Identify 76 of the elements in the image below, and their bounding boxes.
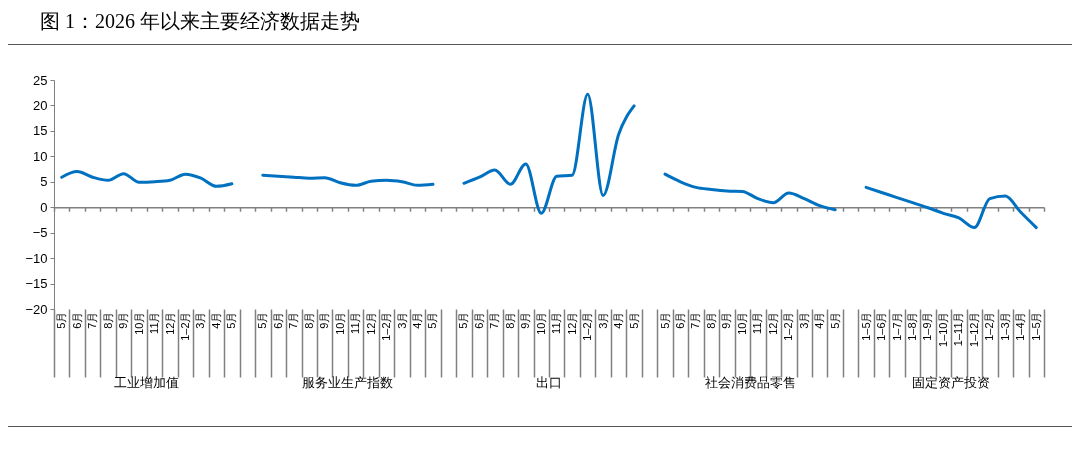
x-tick-label: 3月 bbox=[797, 311, 810, 329]
x-tick-label: 1–2月 bbox=[380, 311, 393, 341]
x-tick-label: 9月 bbox=[519, 311, 532, 329]
x-tick-label: 11月 bbox=[550, 311, 563, 334]
x-tick-label: 1–7月 bbox=[890, 311, 903, 341]
x-tick-label: 4月 bbox=[612, 311, 625, 329]
x-tick-label: 6月 bbox=[472, 311, 485, 329]
x-tick-label: 11月 bbox=[751, 311, 764, 334]
y-tick-label: 20 bbox=[33, 97, 48, 113]
x-tick-label: 1–3月 bbox=[998, 311, 1011, 341]
x-tick-label: 3月 bbox=[596, 311, 609, 329]
x-tick-label: 5月 bbox=[225, 311, 238, 329]
x-tick-label: 8月 bbox=[302, 311, 315, 329]
y-tick-label: 15 bbox=[33, 123, 48, 139]
x-tick-label: 7月 bbox=[287, 311, 300, 329]
x-tick-label: 8月 bbox=[503, 311, 516, 329]
y-tick-label: −15 bbox=[25, 276, 48, 292]
x-tick-label: 1–10月 bbox=[936, 311, 949, 347]
x-tick-label: 1–2月 bbox=[983, 311, 996, 341]
y-tick-label: −20 bbox=[25, 301, 48, 317]
x-tick-label: 9月 bbox=[720, 311, 733, 329]
x-tick-label: 1–8月 bbox=[906, 311, 919, 341]
x-tick-label: 7月 bbox=[689, 311, 702, 329]
x-tick-label: 7月 bbox=[488, 311, 501, 329]
x-tick-label: 10月 bbox=[333, 311, 346, 335]
x-tick-label: 5月 bbox=[627, 311, 640, 329]
x-tick-label: 1–2月 bbox=[782, 311, 795, 341]
x-tick-label: 4月 bbox=[411, 311, 424, 329]
x-tick-label: 11月 bbox=[148, 311, 161, 334]
x-tick-label: 1–4月 bbox=[1014, 311, 1027, 341]
x-tick-label: 12月 bbox=[163, 311, 176, 335]
x-tick-label: 3月 bbox=[194, 311, 207, 329]
x-tick-label: 1–12月 bbox=[967, 311, 980, 347]
text: 社会消费品零售 bbox=[704, 375, 796, 390]
chart-title: 图 1：2026 年以来主要经济数据走势 bbox=[40, 9, 360, 34]
x-tick-label: 4月 bbox=[813, 311, 826, 329]
x-tick-label: 1–2月 bbox=[178, 311, 191, 341]
x-tick-label: 1–6月 bbox=[875, 311, 888, 341]
x-tick-label: 10月 bbox=[735, 311, 748, 335]
x-tick-label: 11月 bbox=[349, 311, 362, 334]
x-tick-label: 12月 bbox=[364, 311, 377, 335]
y-tick-label: 5 bbox=[40, 174, 48, 190]
x-tick-label: 10月 bbox=[132, 311, 145, 335]
y-tick-label: 10 bbox=[33, 148, 48, 164]
x-tick-label: 1–11月 bbox=[952, 311, 965, 347]
x-tick-label: 12月 bbox=[766, 311, 779, 335]
x-tick-label: 6月 bbox=[271, 311, 284, 329]
x-tick-label: 5月 bbox=[658, 311, 671, 329]
x-tick-label: 1–5月 bbox=[1029, 311, 1042, 341]
x-tick-label: 7月 bbox=[86, 311, 99, 329]
x-tick-label: 5月 bbox=[457, 311, 470, 329]
x-tick-label: 1–9月 bbox=[921, 311, 934, 341]
x-tick-label: 1–5月 bbox=[859, 311, 872, 341]
y-tick-label: 0 bbox=[40, 199, 48, 215]
text: 服务业生产指数 bbox=[302, 375, 394, 390]
x-tick-label: 4月 bbox=[209, 311, 222, 329]
x-tick-label: 12月 bbox=[565, 311, 578, 335]
x-tick-label: 6月 bbox=[673, 311, 686, 329]
text: 工业增加值 bbox=[114, 375, 180, 390]
x-tick-label: 6月 bbox=[70, 311, 83, 329]
x-tick-label: 5月 bbox=[426, 311, 439, 329]
x-tick-label: 1–2月 bbox=[581, 311, 594, 341]
y-tick-label: −10 bbox=[25, 250, 48, 266]
x-tick-label: 5月 bbox=[256, 311, 269, 329]
x-tick-label: 3月 bbox=[395, 311, 408, 329]
y-tick-label: −5 bbox=[32, 225, 48, 241]
y-tick-label: 25 bbox=[33, 72, 48, 88]
text: 固定资产投资 bbox=[912, 375, 991, 390]
x-tick-label: 5月 bbox=[55, 311, 68, 329]
x-tick-label: 5月 bbox=[828, 311, 841, 329]
x-tick-label: 8月 bbox=[704, 311, 717, 329]
x-tick-label: 8月 bbox=[101, 311, 114, 329]
x-tick-label: 9月 bbox=[318, 311, 331, 329]
text: 出口 bbox=[536, 375, 562, 390]
x-tick-label: 10月 bbox=[534, 311, 547, 335]
x-tick-label: 9月 bbox=[117, 311, 130, 329]
